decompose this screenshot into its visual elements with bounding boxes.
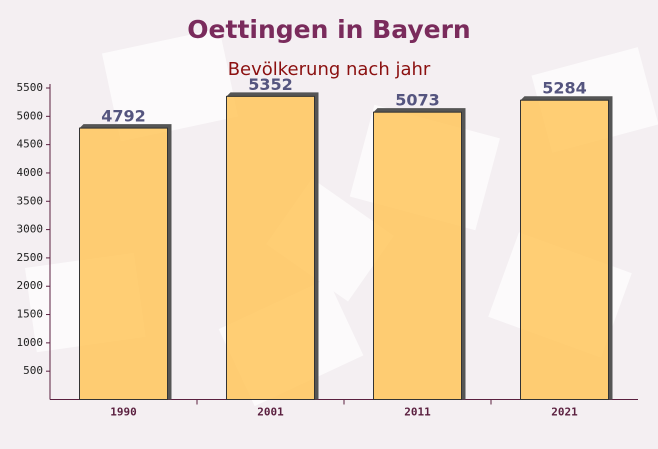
y-tick-label: 3000	[17, 223, 44, 236]
value-label: 4792	[101, 107, 146, 126]
bar	[373, 111, 462, 401]
y-tick-label: 4000	[17, 166, 44, 179]
x-tick-label: 2001	[257, 406, 284, 419]
bar	[226, 95, 315, 401]
y-tick-label: 2500	[17, 251, 44, 264]
y-tick-label: 5000	[17, 109, 44, 122]
x-tick-label: 2011	[404, 406, 431, 419]
chart-subtitle: Bevölkerung nach jahr	[228, 59, 431, 80]
bar	[79, 127, 168, 400]
x-tick-label: 1990	[110, 406, 137, 419]
value-label: 5284	[542, 79, 587, 98]
value-label: 5352	[248, 75, 293, 94]
y-tick-label: 1000	[17, 336, 44, 349]
y-tick-label: 1500	[17, 308, 44, 321]
y-tick-label: 3500	[17, 194, 44, 207]
chart-title: Oettingen in Bayern	[187, 15, 470, 44]
y-tick-label: 4500	[17, 138, 44, 151]
bar	[520, 99, 609, 400]
y-tick-label: 5500	[17, 81, 44, 94]
y-tick-label: 2000	[17, 279, 44, 292]
value-label: 5073	[395, 91, 440, 110]
y-tick-label: 500	[23, 364, 43, 377]
x-tick-label: 2021	[551, 406, 578, 419]
